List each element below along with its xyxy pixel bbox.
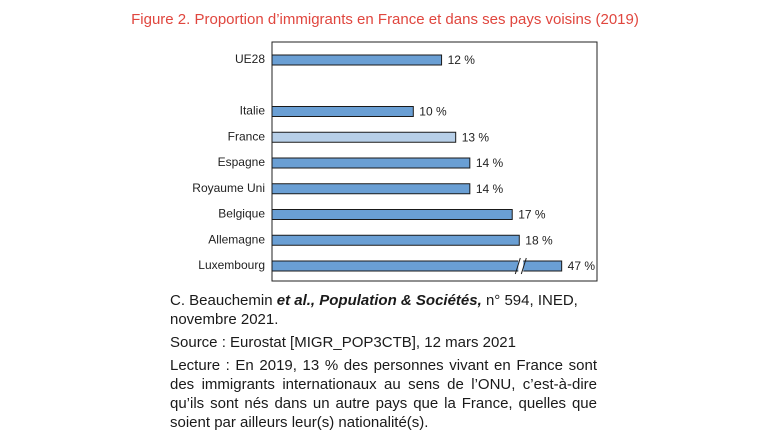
category-label: France	[228, 129, 266, 143]
reading-note: Lecture : En 2019, 13 % des personnes vi…	[170, 357, 597, 431]
value-label: 13 %	[462, 130, 490, 144]
bar	[271, 157, 471, 169]
category-label: Italie	[240, 104, 266, 118]
bar	[271, 183, 471, 195]
citation: C. Beauchemin et al., Population & Socié…	[170, 291, 597, 329]
bar	[271, 260, 563, 272]
bar	[271, 106, 414, 117]
category-label: Allemagne	[208, 232, 265, 246]
value-label: 47 %	[568, 259, 596, 273]
axis-break-mark	[514, 257, 521, 275]
category-label: Royaume Uni	[192, 181, 265, 195]
axis-break-gap	[518, 258, 524, 274]
value-label: 17 %	[518, 208, 546, 222]
category-label: Luxembourg	[198, 258, 265, 272]
bar	[271, 209, 513, 220]
citation-journal: et al., Population & Sociétés,	[276, 292, 482, 309]
citation-author: C. Beauchemin	[170, 292, 273, 309]
notes: C. Beauchemin et al., Population & Socié…	[170, 291, 597, 436]
category-label: Espagne	[218, 155, 266, 169]
bar	[271, 234, 520, 246]
bar	[271, 131, 457, 143]
chart-title: Figure 2. Proportion d’immigrants en Fra…	[131, 11, 639, 28]
bar	[271, 54, 443, 66]
citation-rest: n° 594, INED, novembre 2021.	[170, 292, 578, 328]
value-label: 12 %	[448, 53, 476, 67]
category-label: Belgique	[218, 207, 265, 221]
axis-break-mark	[520, 257, 527, 275]
value-label: 14 %	[476, 156, 504, 170]
category-label: UE28	[235, 52, 265, 66]
chart: Figure 2. Proportion d’immigrants en Fra…	[131, 11, 639, 282]
value-label: 10 %	[419, 105, 447, 119]
source: Source : Eurostat [MIGR_POP3CTB], 12 mar…	[170, 334, 516, 351]
value-label: 14 %	[476, 182, 504, 196]
value-label: 18 %	[525, 233, 553, 247]
